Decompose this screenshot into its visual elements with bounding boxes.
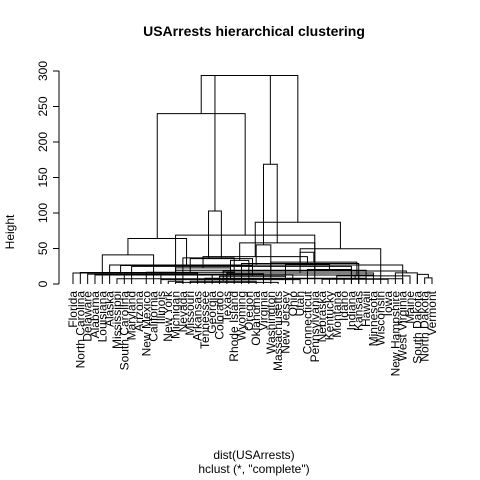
leaf-label: Kentucky (322, 291, 336, 340)
y-axis-label: Height (3, 214, 17, 249)
dendrogram-branch (202, 256, 308, 268)
leaf-label: Louisiana (95, 291, 109, 343)
leaf-label: Minnesota (366, 291, 380, 347)
leaf-label: Massachusetts (271, 291, 285, 371)
leaf-label: Georgia (205, 291, 219, 334)
leaf-label: Wisconsin (374, 291, 388, 346)
dendrogram-branch (230, 259, 250, 284)
leaf-label: Utah (293, 291, 307, 316)
dendrogram-branch (101, 254, 155, 284)
y-tick-label: 200 (36, 132, 50, 152)
leaf-label: Hawaii (359, 291, 373, 327)
leaf-label: Idaho (337, 291, 351, 321)
leaf-label: Iowa (381, 291, 395, 317)
dendrogram-branch (156, 113, 246, 239)
leaf-label: Wyoming (235, 291, 249, 341)
leaf-label: Pennsylvania (308, 291, 322, 363)
dendrogram-branch (182, 257, 235, 284)
leaf-label: New Mexico (139, 291, 153, 357)
leaf-label: Virginia (256, 291, 270, 331)
y-axis: 0 50 100 150 200 250 300 (36, 61, 60, 287)
leaf-label: South Dakota (410, 291, 424, 364)
dendrogram-branch (160, 279, 301, 284)
leaf-label: Delaware (81, 291, 95, 342)
leaf-label: South Carolina (117, 291, 131, 371)
leaf-label: North Dakota (418, 291, 432, 362)
x-axis-sublabel: hclust (*, "complete") (198, 462, 309, 476)
leaf-label: Washington (264, 291, 278, 354)
dendrogram-tree (72, 75, 433, 284)
y-tick-label: 250 (36, 96, 50, 116)
leaf-label: Vermont (425, 290, 439, 335)
leaf-label: Florida (66, 291, 80, 328)
dendrogram-branch (254, 221, 341, 257)
leaf-label: California (147, 291, 161, 342)
leaf-label: Maryland (125, 291, 139, 340)
y-tick-label: 100 (36, 203, 50, 223)
leaf-label: Ohio (286, 291, 300, 317)
y-tick-label: 300 (36, 61, 50, 81)
dendrogram-branch (255, 244, 272, 284)
dendrogram-branch (424, 277, 433, 284)
leaf-label: Arkansas (191, 291, 205, 341)
leaf-label: Nebraska (315, 291, 329, 343)
leaf-label: Oklahoma (249, 291, 263, 346)
leaf-label: Alabama (88, 291, 102, 339)
dendrogram-branch (189, 280, 257, 284)
dendrogram-branch (394, 272, 418, 284)
y-tick-label: 50 (36, 242, 50, 256)
dendrogram-branch (72, 272, 199, 284)
chart-title: USArrests hierarchical clustering (143, 23, 365, 39)
leaf-label: Oregon (242, 291, 256, 331)
leaf-label: Missouri (183, 291, 197, 336)
dendrogram-branch (416, 273, 429, 284)
y-tick-label: 0 (36, 280, 50, 287)
leaf-label: Kansas (352, 291, 366, 331)
dendrogram-branch (321, 278, 389, 284)
leaf-label: New Jersey (278, 291, 292, 354)
leaf-label: Michigan (169, 291, 183, 339)
leaf-label: Rhode Island (227, 291, 241, 362)
x-axis-label: dist(USArrests) (213, 448, 294, 462)
dendrogram-branch (214, 75, 299, 223)
leaf-label: Tennessee (198, 291, 212, 349)
dendrogram-branch (262, 163, 278, 245)
leaf-label: New York (161, 290, 175, 342)
leaf-label: Mississippi (110, 291, 124, 349)
leaf-label: Maine (403, 291, 417, 324)
leaf-label: Colorado (213, 291, 227, 340)
leaf-label: Indiana (344, 291, 358, 331)
leaf-label: Montana (330, 291, 344, 338)
leaf-label: Alaska (103, 291, 117, 327)
dendrogram-branch (79, 271, 162, 284)
leaf-label: Arizona (132, 291, 146, 332)
leaf-label: Texas (220, 291, 234, 322)
dendrogram-branch (200, 75, 271, 165)
y-tick-label: 150 (36, 167, 50, 187)
leaf-label: Connecticut (300, 290, 314, 354)
leaf-label: North Carolina (73, 291, 87, 369)
leaf-label: New Hampshire (388, 291, 402, 377)
leaf-label: Illinois (154, 291, 168, 324)
leaf-label: Nevada (176, 291, 190, 333)
leaf-label: West Virginia (396, 291, 410, 362)
dendrogram-branch (127, 237, 188, 266)
